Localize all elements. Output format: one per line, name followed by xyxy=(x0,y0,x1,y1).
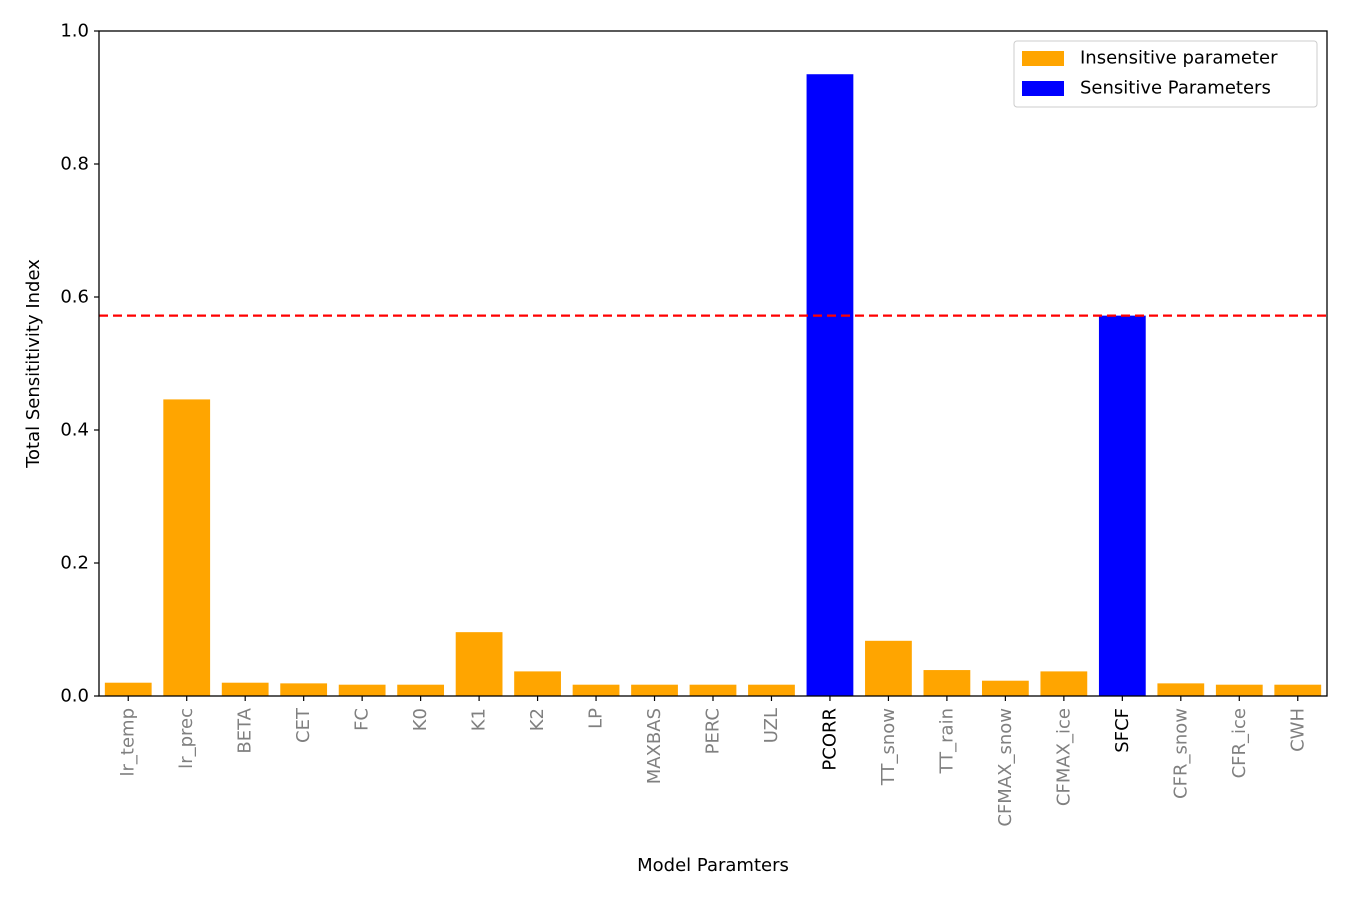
legend: Insensitive parameter Sensitive Paramete… xyxy=(1013,40,1318,108)
bar-tt_rain xyxy=(923,670,971,696)
y-tick-label: 0.6 xyxy=(60,287,89,308)
bar-lr_prec xyxy=(163,399,211,696)
bars-group xyxy=(104,74,1322,697)
x-tick-label: CWH xyxy=(1287,708,1308,752)
bar-beta xyxy=(221,682,269,696)
x-tick-label: K1 xyxy=(469,708,490,731)
y-axis-ticks: 0.0 0.2 0.4 0.6 0.8 1.0 xyxy=(60,21,99,707)
x-tick-label: UZL xyxy=(761,708,782,743)
x-tick-label: CFR_ice xyxy=(1229,708,1250,778)
bar-cet xyxy=(280,683,328,696)
x-tick-label: SFCF xyxy=(1112,708,1133,753)
x-tick-label: K2 xyxy=(527,708,548,731)
y-tick-label: 0.0 xyxy=(60,686,89,707)
x-tick-label: PERC xyxy=(703,708,724,754)
x-tick-label: lr_prec xyxy=(176,708,197,769)
bar-perc xyxy=(689,684,737,696)
x-tick-label: BETA xyxy=(235,707,256,753)
y-tick-label: 0.4 xyxy=(60,420,89,441)
bar-tt_snow xyxy=(865,640,912,696)
x-axis-ticks: lr_temp lr_prec BETA CET FC K0 K1 K2 LP MAXBAS PER… xyxy=(118,696,1308,827)
y-tick-label: 0.8 xyxy=(60,154,89,175)
y-tick-label: 1.0 xyxy=(60,21,89,42)
x-tick-label: TT_snow xyxy=(878,708,899,786)
legend-swatch-insensitive xyxy=(1022,51,1064,66)
bar-lp xyxy=(572,684,620,696)
bar-k0 xyxy=(397,684,445,696)
y-axis-label: Total Sensititivity Index xyxy=(23,259,44,469)
bar-cfr_snow xyxy=(1157,683,1205,696)
y-tick-label: 0.2 xyxy=(60,553,89,574)
bar-sfcf xyxy=(1098,315,1146,696)
x-tick-label: PCORR xyxy=(819,708,840,771)
bar-uzl xyxy=(748,684,795,696)
x-tick-label: LP xyxy=(586,708,607,729)
x-tick-label: CFMAX_ice xyxy=(1053,708,1074,806)
bar-k2 xyxy=(514,671,561,696)
legend-box xyxy=(1013,40,1318,108)
x-tick-label: TT_rain xyxy=(936,708,957,775)
legend-label-insensitive: Insensitive parameter xyxy=(1080,48,1278,69)
legend-swatch-sensitive xyxy=(1022,81,1064,96)
x-tick-label: CET xyxy=(293,707,314,743)
bar-pcorr xyxy=(806,74,854,697)
bar-fc xyxy=(338,684,386,696)
legend-label-sensitive: Sensitive Parameters xyxy=(1080,78,1271,99)
x-tick-label: FC xyxy=(352,708,373,731)
x-axis-label: Model Paramters xyxy=(637,855,789,876)
bar-maxbas xyxy=(631,684,678,696)
bar-cfmax_snow xyxy=(981,680,1029,696)
x-tick-label: CFMAX_snow xyxy=(995,708,1016,827)
bar-k1 xyxy=(455,632,503,696)
x-tick-label: CFR_snow xyxy=(1170,708,1191,799)
x-tick-label: lr_temp xyxy=(118,708,139,777)
bar-lr_temp xyxy=(104,682,152,696)
x-tick-label: MAXBAS xyxy=(644,708,665,784)
bar-cfr_ice xyxy=(1215,684,1263,696)
bar-cwh xyxy=(1274,684,1322,696)
x-tick-label: K0 xyxy=(410,708,431,731)
bar-cfmax_ice xyxy=(1040,671,1088,696)
